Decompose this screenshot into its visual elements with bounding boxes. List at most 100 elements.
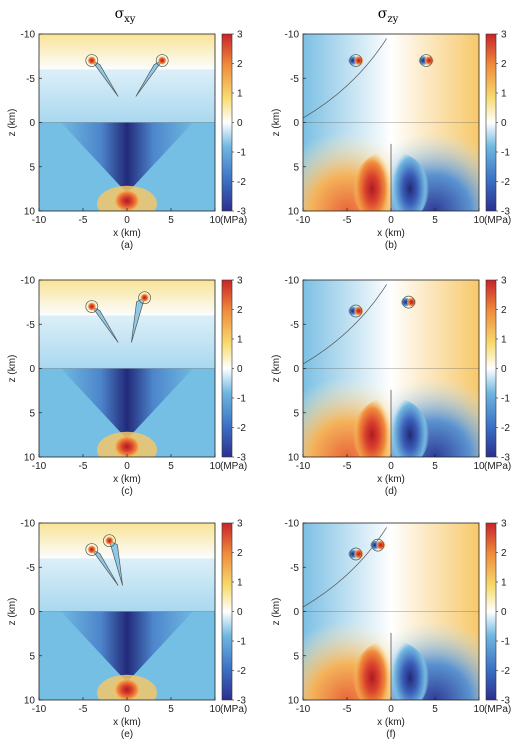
colorbar-tick-label: -2 <box>501 423 510 434</box>
colorbar-tick-label: 2 <box>501 59 507 70</box>
zero-contour <box>303 284 387 365</box>
x-tick-label: -5 <box>343 704 352 715</box>
colorbar-tick-label: -1 <box>237 148 246 159</box>
z-axis-label: z (km) <box>271 355 282 383</box>
colorbar-tick-label: 1 <box>237 578 243 589</box>
source-lobe-positive <box>353 150 391 211</box>
column-title-right: σzy <box>378 6 399 25</box>
z-axis-label: z (km) <box>271 598 282 626</box>
x-axis-label: x (km) <box>377 717 405 728</box>
colorbar-tick-label: -1 <box>501 637 510 648</box>
x-tick-label: -5 <box>343 461 352 472</box>
x-tick-label: -10 <box>296 215 311 226</box>
colorbar-tick-label: -1 <box>501 148 510 159</box>
colorbar-tick-label: 2 <box>237 305 243 316</box>
z-tick-label: 5 <box>29 651 35 662</box>
heatmap-field <box>39 523 215 700</box>
x-tick-label: -10 <box>32 704 47 715</box>
colorbar-tick-label: -3 <box>501 453 510 464</box>
z-tick-label: 5 <box>293 651 299 662</box>
x-tick-label: 0 <box>388 215 394 226</box>
colorbar-tick-label: -3 <box>501 207 510 218</box>
x-axis-label: x (km) <box>113 474 141 485</box>
colorbar-tick-label: -2 <box>237 177 246 188</box>
z-tick-label: -10 <box>285 30 300 41</box>
fault-tip-1 <box>157 56 167 66</box>
colorbar <box>221 279 233 458</box>
x-tick-label: -10 <box>296 461 311 472</box>
z-tick-label: 0 <box>29 118 35 129</box>
fault-tip-contour-0 <box>85 300 99 313</box>
colorbar <box>485 33 497 212</box>
source-lobe-negative <box>391 396 429 457</box>
z-tick-label: 5 <box>29 162 35 173</box>
source-lobe-negative <box>391 150 429 211</box>
x-tick-label: 0 <box>388 704 394 715</box>
x-tick-label: -5 <box>343 215 352 226</box>
colorbar-tick-label: -3 <box>237 207 246 218</box>
heatmap-field <box>303 34 479 211</box>
colorbar-tick-label: 2 <box>237 59 243 70</box>
colorbar-tick-label: -3 <box>237 696 246 707</box>
x-tick-label: -5 <box>79 215 88 226</box>
x-tick-label: -10 <box>32 461 47 472</box>
x-axis-label: x (km) <box>113 717 141 728</box>
x-tick-label: 10 <box>209 461 221 472</box>
fault-tip-contour-0 <box>349 304 363 318</box>
z-tick-label: -5 <box>290 320 299 331</box>
z-tick-label: -5 <box>290 74 299 85</box>
x-tick-label: 10 <box>209 215 221 226</box>
panel-label: (f) <box>386 729 395 740</box>
heatmap-field <box>303 280 479 457</box>
z-tick-label: 0 <box>29 607 35 618</box>
colorbar <box>485 279 497 458</box>
z-axis-label: z (km) <box>7 109 18 137</box>
colorbar-tick-label: -2 <box>501 177 510 188</box>
colorbar-tick-label: 0 <box>237 118 243 129</box>
source-lobe-positive <box>353 639 391 700</box>
fault-tip-pos-0 <box>353 305 364 316</box>
z-tick-label: 0 <box>29 364 35 375</box>
colorbar-tick-label: -1 <box>501 394 510 405</box>
fault-tip-pos-0 <box>353 548 364 559</box>
x-tick-label: 5 <box>168 704 174 715</box>
colorbar-tick-label: 0 <box>501 607 507 618</box>
zero-contour <box>303 527 387 608</box>
panel-label: (b) <box>385 240 397 251</box>
fault-tip-contour-1 <box>419 54 433 67</box>
x-tick-label: 5 <box>432 704 438 715</box>
z-tick-label: 10 <box>24 696 36 707</box>
fault-tip-contour-0 <box>85 54 99 67</box>
x-tick-label: 10 <box>473 461 485 472</box>
fault-tip-contour-1 <box>155 54 169 67</box>
z-tick-label: -10 <box>285 276 300 287</box>
z-tick-label: 5 <box>293 162 299 173</box>
z-tick-label: 5 <box>293 408 299 419</box>
z-tick-label: -10 <box>21 276 36 287</box>
zero-contour <box>303 38 387 119</box>
colorbar-unit: (MPa) <box>220 461 247 472</box>
colorbar-tick-label: -2 <box>237 423 246 434</box>
colorbar-tick-label: 1 <box>237 335 243 346</box>
fault-tip-1 <box>140 293 150 303</box>
x-tick-label: -5 <box>79 704 88 715</box>
x-tick-label: 0 <box>124 704 130 715</box>
colorbar-tick-label: 3 <box>237 30 243 41</box>
x-tick-label: 10 <box>473 704 485 715</box>
x-axis-label: x (km) <box>377 474 405 485</box>
colorbar-tick-label: 0 <box>501 118 507 129</box>
z-tick-label: -10 <box>285 519 300 530</box>
z-tick-label: 5 <box>29 408 35 419</box>
colorbar-tick-label: 0 <box>237 607 243 618</box>
colorbar <box>221 522 233 701</box>
z-tick-label: 10 <box>288 453 300 464</box>
colorbar-tick-label: 1 <box>501 335 507 346</box>
z-tick-label: 0 <box>293 364 299 375</box>
z-tick-label: 0 <box>293 118 299 129</box>
x-tick-label: 0 <box>124 215 130 226</box>
x-tick-label: 5 <box>432 215 438 226</box>
z-tick-label: 10 <box>288 696 300 707</box>
